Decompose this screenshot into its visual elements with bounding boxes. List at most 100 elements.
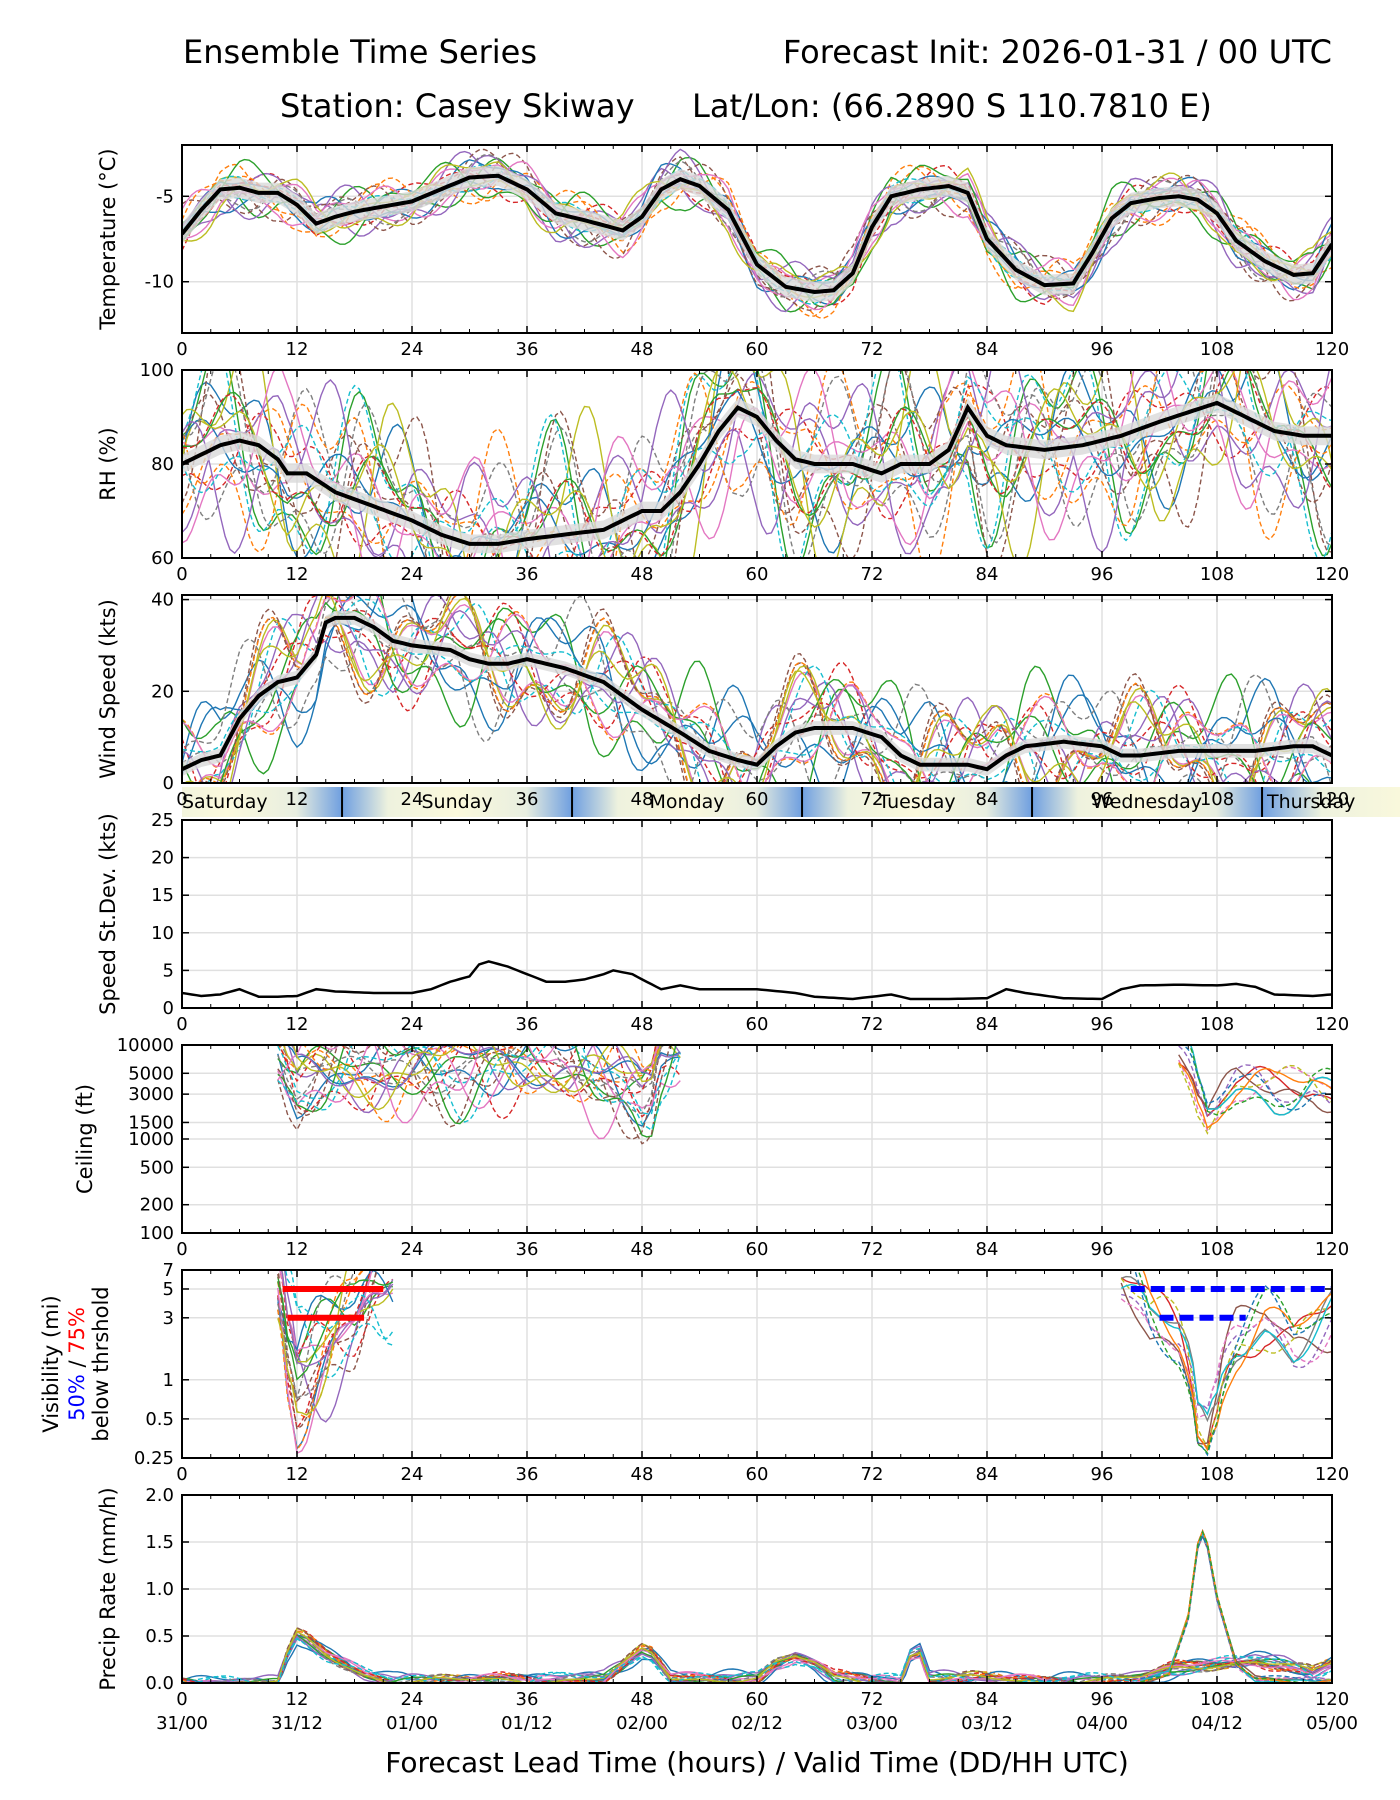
x-tick-label: 96 xyxy=(1091,1239,1114,1260)
x-tick-label: 108 xyxy=(1200,789,1234,810)
x-tick-label: 60 xyxy=(746,1014,769,1035)
x-tick-label: 36 xyxy=(516,789,539,810)
x-tick-label: 108 xyxy=(1200,339,1234,360)
x-tick-label: 24 xyxy=(401,1239,424,1260)
ensemble-member-line xyxy=(182,152,1332,312)
x-time-label: 04/12 xyxy=(1191,1713,1243,1734)
ensemble-member-line xyxy=(1188,1045,1332,1116)
panels: Saturday Sunday Monday Tuesday Wednesday Thur… xyxy=(0,144,1400,1734)
x-tick-label: 36 xyxy=(516,339,539,360)
x-tick-label: 60 xyxy=(746,1689,769,1710)
x-tick-label: 48 xyxy=(631,789,654,810)
ensemble-member-line xyxy=(183,595,1332,783)
y-tick-label: 0 xyxy=(163,773,174,794)
x-tick-label: 120 xyxy=(1315,1464,1349,1485)
ensemble-member-line xyxy=(277,1045,662,1115)
ensemble-member-line xyxy=(277,1045,681,1132)
day-label-saturday: Saturday xyxy=(182,791,268,813)
y-axis-label: RH (%) xyxy=(96,427,120,500)
day-band-segment xyxy=(342,787,573,817)
ensemble-mean-line xyxy=(182,960,1332,1001)
y-tick-label: 3 xyxy=(163,1308,174,1329)
y-tick-label: 20 xyxy=(151,848,174,869)
ensemble-member-line xyxy=(182,370,1332,558)
x-tick-label: 36 xyxy=(516,1239,539,1260)
ensemble-member-line xyxy=(277,1045,681,1115)
ensemble-member-line xyxy=(1133,1270,1332,1457)
x-tick-label: 84 xyxy=(976,789,999,810)
x-tick-label: 24 xyxy=(401,339,424,360)
x-tick-label: 120 xyxy=(1315,1014,1349,1035)
x-time-label: 04/00 xyxy=(1076,1713,1128,1734)
x-tick-label: 48 xyxy=(631,1689,654,1710)
x-tick-label: 108 xyxy=(1200,564,1234,585)
y-tick-label: 5 xyxy=(163,1279,174,1300)
x-tick-label: 60 xyxy=(746,789,769,810)
y-axis-label: Visibility (mi) xyxy=(39,1295,63,1432)
ensemble-member-line xyxy=(1142,1270,1332,1452)
ensemble-member-line xyxy=(182,370,1332,558)
y-tick-label: 1500 xyxy=(128,1112,174,1133)
x-time-label: 03/12 xyxy=(961,1713,1013,1734)
title-station: Station: Casey Skiway xyxy=(280,87,635,125)
ensemble-member-line xyxy=(277,1270,365,1452)
ensemble-member-line xyxy=(1178,1045,1332,1119)
x-tick-label: 72 xyxy=(861,1464,884,1485)
ensemble-member-line xyxy=(277,1270,378,1431)
y-tick-label: 100 xyxy=(140,360,174,381)
y-tick-label: 0.5 xyxy=(145,1626,174,1647)
y-tick-label: -10 xyxy=(145,272,174,293)
panel-visibility xyxy=(182,1270,1332,1458)
x-tick-label: 12 xyxy=(286,1464,309,1485)
x-tick-label: 60 xyxy=(746,564,769,585)
x-time-label: 31/00 xyxy=(156,1713,208,1734)
ensemble-member-line xyxy=(278,1045,665,1090)
y-tick-label: 1.0 xyxy=(145,1579,174,1600)
x-tick-label: 24 xyxy=(401,1464,424,1485)
ensemble-member-line xyxy=(1178,1062,1332,1129)
x-tick-label: 72 xyxy=(861,1689,884,1710)
y-axis-label: Wind Speed (kts) xyxy=(96,599,120,779)
ensemble-member-line xyxy=(278,1045,657,1097)
ensemble-member-line xyxy=(277,1270,348,1416)
y-tick-label: 100 xyxy=(140,1223,174,1244)
x-tick-label: 36 xyxy=(516,1464,539,1485)
x-tick-label: 24 xyxy=(401,1689,424,1710)
ensemble-member-line xyxy=(1140,1529,1332,1683)
title-left: Ensemble Time Series xyxy=(183,33,537,71)
x-time-label: 01/00 xyxy=(386,1713,438,1734)
x-tick-label: 0 xyxy=(176,339,187,360)
ensemble-member-line xyxy=(277,1045,660,1140)
panel-rh xyxy=(182,370,1332,558)
x-tick-label: 72 xyxy=(861,789,884,810)
x-tick-label: 120 xyxy=(1315,339,1349,360)
day-label-thursday: Thursday xyxy=(1266,791,1355,813)
ensemble-member-line xyxy=(286,1045,681,1088)
ensemble-member-line xyxy=(280,1270,394,1368)
x-time-label: 01/12 xyxy=(501,1713,553,1734)
ensemble-member-line xyxy=(182,1633,1332,1683)
ensemble-member-line xyxy=(182,370,1332,558)
y-tick-label: 10 xyxy=(151,923,174,944)
ensemble-member-line xyxy=(1120,1283,1332,1416)
x-tick-label: 108 xyxy=(1200,1464,1234,1485)
ensemble-member-line xyxy=(182,370,1332,558)
ensemble-member-line xyxy=(1137,1270,1332,1455)
ensemble-member-line xyxy=(284,1270,394,1346)
y-tick-label: 200 xyxy=(140,1195,174,1216)
x-tick-label: 84 xyxy=(976,1014,999,1035)
y-tick-label: 1.5 xyxy=(145,1532,174,1553)
x-tick-label: 0 xyxy=(176,564,187,585)
x-time-label: 02/12 xyxy=(731,1713,783,1734)
x-time-label: 05/00 xyxy=(1306,1713,1358,1734)
x-tick-label: 24 xyxy=(401,1014,424,1035)
x-tick-label: 24 xyxy=(401,789,424,810)
y-axis-label: Temperature (°C) xyxy=(96,148,120,330)
ensemble-member-line xyxy=(277,1045,671,1145)
day-band-segment xyxy=(802,787,1033,817)
ensemble-member-line xyxy=(1121,1293,1332,1410)
y-axis-label: Ceiling (ft) xyxy=(73,1084,97,1194)
day-label-wednesday: Wednesday xyxy=(1092,791,1202,813)
panel-speed_stdev xyxy=(182,820,1332,1008)
